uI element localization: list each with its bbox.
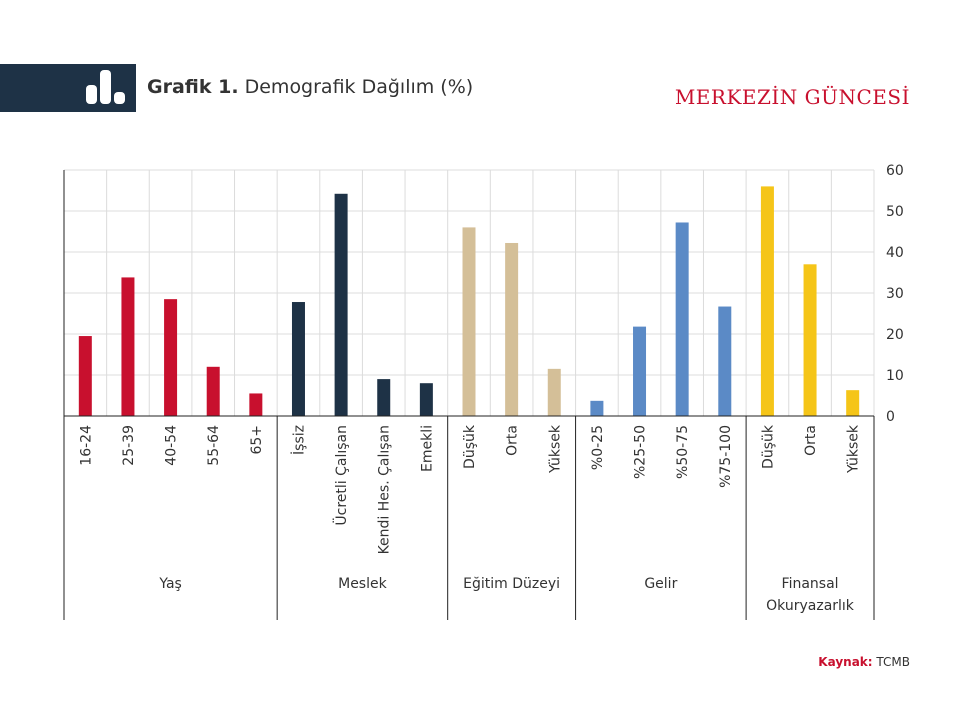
- bar: [78, 336, 92, 416]
- x-tick-label: Emekli: [419, 425, 435, 472]
- x-tick-label: Orta: [803, 425, 819, 456]
- bar: [291, 302, 305, 416]
- bar: [803, 264, 817, 416]
- x-tick-label: 40-54: [164, 425, 180, 466]
- x-tick-label: Düşük: [760, 424, 776, 469]
- x-tick-label: 55-64: [206, 425, 222, 466]
- x-tick-label: 65+: [249, 425, 265, 455]
- y-tick-label: 60: [886, 163, 904, 179]
- y-tick-label: 50: [886, 204, 904, 220]
- bar-chart-icon: [86, 70, 125, 104]
- group-label: Eğitim Düzeyi: [463, 576, 560, 592]
- bar: [334, 193, 348, 416]
- bar: [419, 383, 433, 416]
- x-tick-label: %25-50: [633, 425, 649, 479]
- y-tick-label: 20: [886, 327, 904, 343]
- bar: [590, 400, 604, 416]
- bar: [164, 299, 178, 416]
- source-label: Kaynak:: [818, 655, 873, 669]
- x-tick-label: Yüksek: [846, 424, 862, 474]
- y-tick-label: 0: [886, 409, 895, 425]
- source-note: Kaynak: TCMB: [818, 655, 910, 669]
- group-label: Yaş: [158, 576, 182, 592]
- x-tick-label: %75-100: [718, 425, 734, 488]
- title-number: Grafik 1.: [147, 76, 239, 98]
- bar: [121, 277, 135, 416]
- group-label: Finansal: [782, 576, 839, 592]
- group-label: Meslek: [338, 576, 387, 592]
- x-tick-label: %0-25: [590, 425, 606, 470]
- x-tick-label: İşsiz: [289, 425, 307, 455]
- bar: [846, 390, 860, 416]
- x-tick-label: Kendi Hes. Çalışan: [377, 425, 393, 554]
- y-tick-label: 40: [886, 245, 904, 261]
- x-tick-label: %50-75: [675, 425, 691, 479]
- source-value: TCMB: [876, 655, 910, 669]
- y-tick-label: 30: [886, 286, 904, 302]
- bar: [760, 186, 774, 416]
- header-band: [0, 64, 136, 112]
- bar: [633, 326, 647, 416]
- x-tick-label: Yüksek: [547, 424, 563, 474]
- bar: [462, 227, 476, 416]
- x-tick-label: 16-24: [78, 425, 94, 466]
- group-label: Okuryazarlık: [766, 598, 855, 614]
- x-tick-label: 25-39: [121, 425, 137, 466]
- y-tick-label: 10: [886, 368, 904, 384]
- bar: [249, 393, 263, 416]
- x-tick-label: Düşük: [462, 424, 478, 469]
- bar: [377, 379, 391, 416]
- bar: [718, 306, 732, 416]
- title-text: Demografik Dağılım (%): [244, 76, 474, 98]
- brand-logo-text: MERKEZİN GÜNCESİ: [674, 85, 910, 109]
- bar: [206, 366, 220, 416]
- x-tick-label: Orta: [505, 425, 521, 456]
- bar: [547, 368, 561, 416]
- page-title: Grafik 1. Demografik Dağılım (%): [147, 76, 473, 98]
- bar: [505, 242, 519, 416]
- x-tick-label: Ücretli Çalışan: [332, 425, 350, 526]
- bar: [675, 222, 689, 416]
- group-label: Gelir: [644, 576, 677, 592]
